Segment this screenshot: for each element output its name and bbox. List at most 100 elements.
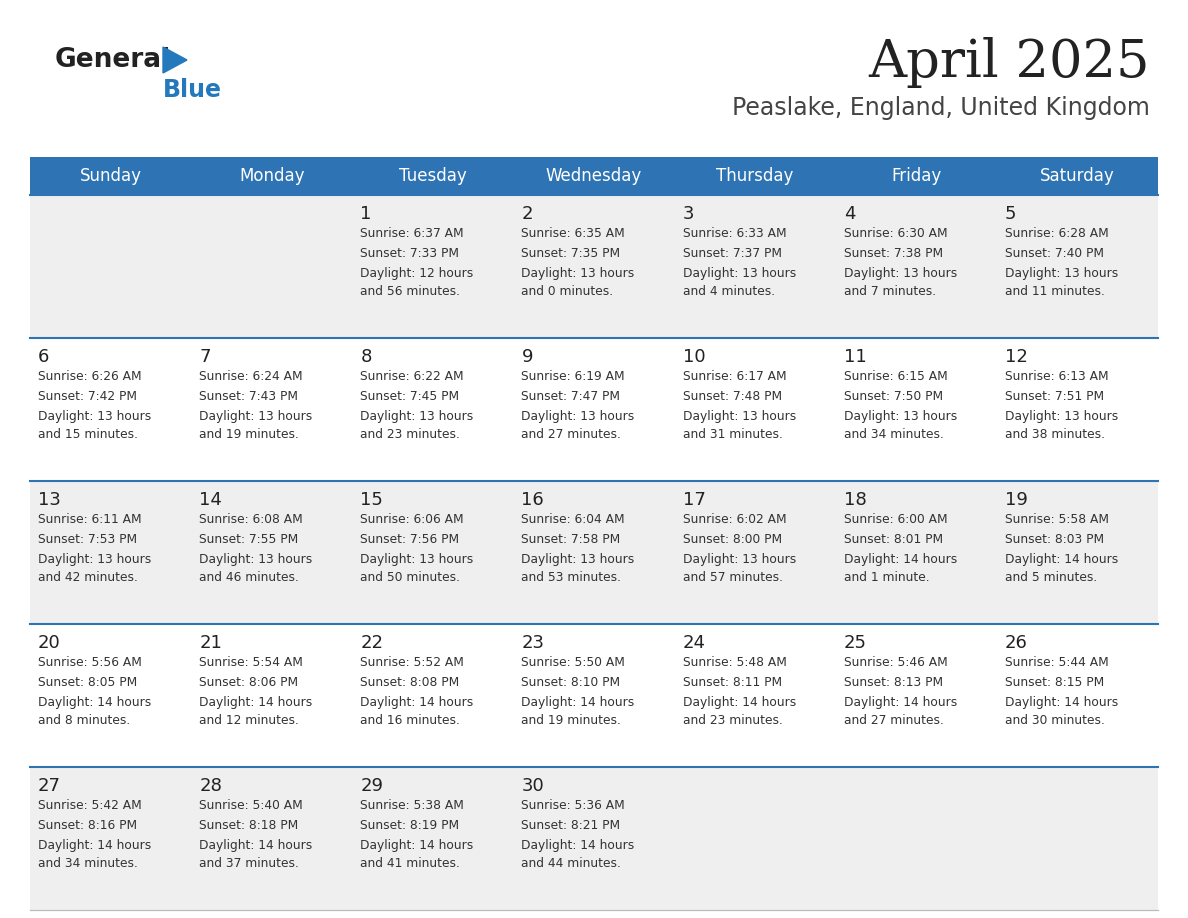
Text: and 7 minutes.: and 7 minutes.: [843, 285, 936, 298]
Text: Daylight: 13 hours: Daylight: 13 hours: [38, 553, 151, 566]
Polygon shape: [163, 47, 187, 73]
Text: Daylight: 13 hours: Daylight: 13 hours: [200, 410, 312, 423]
Text: 17: 17: [683, 491, 706, 509]
Bar: [30, 157, 1158, 195]
Text: 26: 26: [1005, 634, 1028, 652]
Text: Sunrise: 6:26 AM: Sunrise: 6:26 AM: [38, 370, 141, 383]
Text: Daylight: 14 hours: Daylight: 14 hours: [200, 839, 312, 852]
Bar: [30, 624, 1158, 767]
Text: Sunrise: 6:28 AM: Sunrise: 6:28 AM: [1005, 227, 1108, 240]
Text: 2: 2: [522, 205, 533, 223]
Text: and 42 minutes.: and 42 minutes.: [38, 571, 138, 584]
Text: and 46 minutes.: and 46 minutes.: [200, 571, 299, 584]
Text: Sunset: 8:21 PM: Sunset: 8:21 PM: [522, 819, 620, 832]
Text: April 2025: April 2025: [868, 37, 1150, 87]
Text: Sunrise: 6:02 AM: Sunrise: 6:02 AM: [683, 513, 786, 526]
Text: Sunset: 7:35 PM: Sunset: 7:35 PM: [522, 247, 620, 260]
Text: and 38 minutes.: and 38 minutes.: [1005, 428, 1105, 441]
Text: and 0 minutes.: and 0 minutes.: [522, 285, 613, 298]
Text: Sunrise: 5:46 AM: Sunrise: 5:46 AM: [843, 656, 948, 669]
Text: and 44 minutes.: and 44 minutes.: [522, 857, 621, 870]
Text: 14: 14: [200, 491, 222, 509]
Text: Sunrise: 5:50 AM: Sunrise: 5:50 AM: [522, 656, 625, 669]
Text: 19: 19: [1005, 491, 1028, 509]
Text: Daylight: 14 hours: Daylight: 14 hours: [1005, 553, 1118, 566]
Text: and 27 minutes.: and 27 minutes.: [843, 714, 943, 727]
Text: Daylight: 13 hours: Daylight: 13 hours: [38, 410, 151, 423]
Text: Sunset: 7:48 PM: Sunset: 7:48 PM: [683, 390, 782, 403]
Text: Daylight: 13 hours: Daylight: 13 hours: [683, 267, 796, 280]
Text: and 30 minutes.: and 30 minutes.: [1005, 714, 1105, 727]
Text: Daylight: 13 hours: Daylight: 13 hours: [1005, 410, 1118, 423]
Text: Sunrise: 6:33 AM: Sunrise: 6:33 AM: [683, 227, 786, 240]
Text: and 27 minutes.: and 27 minutes.: [522, 428, 621, 441]
Text: Sunrise: 6:00 AM: Sunrise: 6:00 AM: [843, 513, 947, 526]
Text: Daylight: 14 hours: Daylight: 14 hours: [38, 839, 151, 852]
Text: Thursday: Thursday: [716, 167, 794, 185]
Text: and 11 minutes.: and 11 minutes.: [1005, 285, 1105, 298]
Text: General: General: [55, 47, 171, 73]
Text: Sunrise: 6:11 AM: Sunrise: 6:11 AM: [38, 513, 141, 526]
Text: Sunset: 7:37 PM: Sunset: 7:37 PM: [683, 247, 782, 260]
Text: 6: 6: [38, 348, 50, 366]
Text: 21: 21: [200, 634, 222, 652]
Text: Daylight: 13 hours: Daylight: 13 hours: [522, 553, 634, 566]
Text: Sunrise: 5:44 AM: Sunrise: 5:44 AM: [1005, 656, 1108, 669]
Text: Sunrise: 5:52 AM: Sunrise: 5:52 AM: [360, 656, 465, 669]
Text: Saturday: Saturday: [1040, 167, 1114, 185]
Text: 9: 9: [522, 348, 533, 366]
Text: Sunrise: 5:40 AM: Sunrise: 5:40 AM: [200, 799, 303, 812]
Text: Sunset: 8:00 PM: Sunset: 8:00 PM: [683, 533, 782, 546]
Text: Daylight: 13 hours: Daylight: 13 hours: [843, 410, 958, 423]
Text: Sunrise: 6:19 AM: Sunrise: 6:19 AM: [522, 370, 625, 383]
Text: Friday: Friday: [891, 167, 941, 185]
Bar: [30, 767, 1158, 910]
Text: 3: 3: [683, 205, 694, 223]
Text: 18: 18: [843, 491, 866, 509]
Text: Sunrise: 6:24 AM: Sunrise: 6:24 AM: [200, 370, 303, 383]
Text: 5: 5: [1005, 205, 1017, 223]
Text: 29: 29: [360, 777, 384, 795]
Text: Daylight: 13 hours: Daylight: 13 hours: [683, 553, 796, 566]
Text: 12: 12: [1005, 348, 1028, 366]
Text: Daylight: 13 hours: Daylight: 13 hours: [683, 410, 796, 423]
Text: Sunset: 7:45 PM: Sunset: 7:45 PM: [360, 390, 460, 403]
Text: Sunset: 8:11 PM: Sunset: 8:11 PM: [683, 676, 782, 689]
Text: and 34 minutes.: and 34 minutes.: [38, 857, 138, 870]
Text: 30: 30: [522, 777, 544, 795]
Text: 20: 20: [38, 634, 61, 652]
Text: Sunset: 8:06 PM: Sunset: 8:06 PM: [200, 676, 298, 689]
Text: 11: 11: [843, 348, 866, 366]
Text: Sunrise: 5:54 AM: Sunrise: 5:54 AM: [200, 656, 303, 669]
Text: and 37 minutes.: and 37 minutes.: [200, 857, 299, 870]
Text: 23: 23: [522, 634, 544, 652]
Text: Sunrise: 6:13 AM: Sunrise: 6:13 AM: [1005, 370, 1108, 383]
Text: Daylight: 14 hours: Daylight: 14 hours: [360, 696, 474, 709]
Text: Sunset: 7:53 PM: Sunset: 7:53 PM: [38, 533, 137, 546]
Text: 24: 24: [683, 634, 706, 652]
Text: Daylight: 12 hours: Daylight: 12 hours: [360, 267, 474, 280]
Text: and 31 minutes.: and 31 minutes.: [683, 428, 783, 441]
Text: Sunset: 7:55 PM: Sunset: 7:55 PM: [200, 533, 298, 546]
Text: and 50 minutes.: and 50 minutes.: [360, 571, 460, 584]
Text: Daylight: 13 hours: Daylight: 13 hours: [360, 553, 474, 566]
Text: Sunset: 8:19 PM: Sunset: 8:19 PM: [360, 819, 460, 832]
Text: Daylight: 14 hours: Daylight: 14 hours: [843, 553, 958, 566]
Text: Sunset: 7:50 PM: Sunset: 7:50 PM: [843, 390, 943, 403]
Text: 10: 10: [683, 348, 706, 366]
Text: Sunset: 8:03 PM: Sunset: 8:03 PM: [1005, 533, 1104, 546]
Text: Sunset: 8:05 PM: Sunset: 8:05 PM: [38, 676, 138, 689]
Text: Sunset: 7:51 PM: Sunset: 7:51 PM: [1005, 390, 1104, 403]
Text: Sunrise: 6:22 AM: Sunrise: 6:22 AM: [360, 370, 463, 383]
Text: Sunrise: 6:30 AM: Sunrise: 6:30 AM: [843, 227, 947, 240]
Text: Sunrise: 5:42 AM: Sunrise: 5:42 AM: [38, 799, 141, 812]
Text: Daylight: 13 hours: Daylight: 13 hours: [522, 267, 634, 280]
Text: and 19 minutes.: and 19 minutes.: [200, 428, 299, 441]
Text: 4: 4: [843, 205, 855, 223]
Text: Blue: Blue: [163, 78, 222, 102]
Text: 25: 25: [843, 634, 867, 652]
Text: 1: 1: [360, 205, 372, 223]
Bar: [30, 481, 1158, 624]
Text: 22: 22: [360, 634, 384, 652]
Text: and 1 minute.: and 1 minute.: [843, 571, 929, 584]
